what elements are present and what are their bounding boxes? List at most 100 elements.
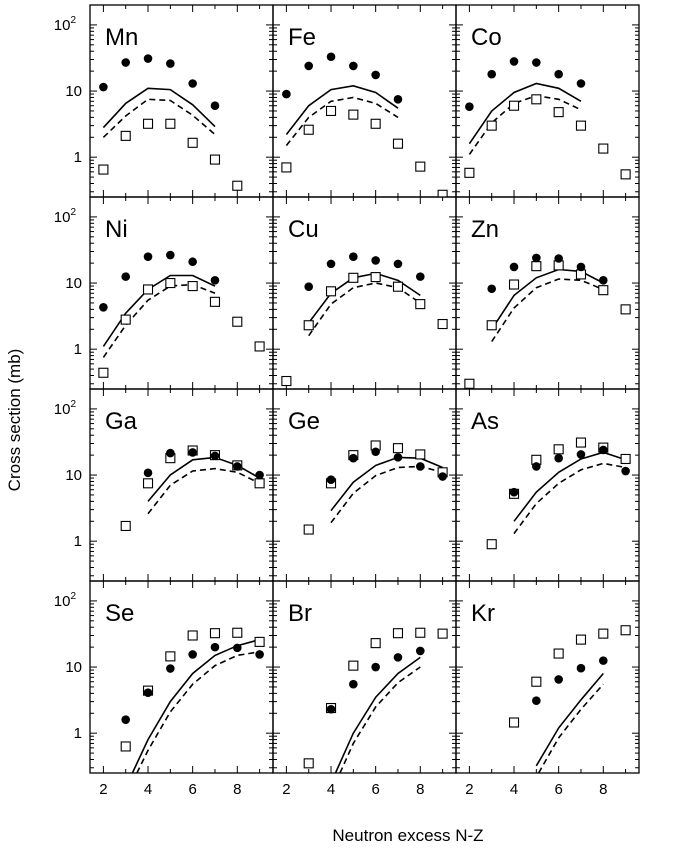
filled-circle-point (349, 252, 358, 262)
filled-circle-point (326, 475, 336, 485)
open-square-point (464, 167, 475, 178)
filled-circle-point (532, 696, 541, 705)
panel-label: Se (105, 600, 134, 627)
x-tick-label: 6 (371, 781, 379, 798)
open-square-point (437, 189, 448, 197)
open-square-point (575, 269, 587, 280)
panel-label: Kr (471, 600, 495, 627)
filled-circle-point (99, 302, 108, 312)
filled-circle-point (415, 646, 425, 656)
filled-circle-point (576, 663, 586, 673)
filled-circle-point (576, 450, 586, 459)
y-tick-label: 102 (54, 591, 77, 610)
filled-circle-point (349, 679, 358, 689)
panel-plot-area (281, 52, 448, 197)
x-tick-label: 8 (416, 781, 424, 798)
panel-plot-area (98, 54, 243, 191)
open-square-point (437, 318, 448, 330)
open-square-point (437, 628, 448, 639)
panel-label: Br (288, 600, 312, 627)
open-square-point (531, 261, 542, 272)
open-square-point (142, 284, 154, 295)
filled-circle-point (393, 653, 403, 662)
series-solid-line (491, 268, 604, 330)
series-solid-line (308, 272, 421, 324)
panel-co: Co (455, 4, 640, 198)
open-square-point (620, 625, 631, 636)
open-square-point (486, 320, 497, 331)
panel-kr: Kr (455, 580, 640, 774)
filled-circle-point (326, 52, 336, 62)
series-solid-line (330, 456, 443, 512)
filled-circle-point (509, 262, 519, 272)
series-solid-line (535, 672, 604, 767)
open-square-point (281, 375, 292, 387)
filled-circle-point (210, 451, 220, 461)
panel-grid: Mn Fe Co Ni Cu Zn Ga Ge As Se Br Kr (89, 4, 640, 774)
series-solid-line (285, 84, 399, 135)
filled-circle-point (621, 466, 630, 476)
filled-circle-point (232, 643, 242, 653)
x-tick-labels: 2 4 6 8 2 4 6 8 2 4 6 8 (99, 781, 607, 798)
filled-circle-point (143, 688, 153, 697)
y-tick-label: 1 (74, 725, 82, 742)
panel-label: Cu (288, 216, 319, 243)
filled-circle-point (121, 715, 131, 724)
open-square-point (187, 137, 198, 148)
filled-circle-point (532, 58, 541, 67)
filled-circle-point (188, 650, 197, 659)
x-tick-label: 8 (233, 781, 241, 798)
series-solid-line (334, 656, 421, 773)
panel-zn: Zn (455, 196, 640, 390)
filled-circle-point (509, 487, 519, 497)
open-square-point (209, 628, 221, 639)
filled-circle-point (576, 79, 586, 88)
open-square-point (120, 130, 131, 141)
filled-circle-point (255, 650, 264, 659)
x-tick-label: 2 (99, 781, 107, 798)
open-square-point (209, 296, 221, 307)
series-dashed-line (513, 462, 626, 535)
open-square-point (120, 520, 131, 531)
open-square-point (142, 118, 154, 129)
filled-circle-point (465, 102, 474, 111)
filled-circle-point (371, 447, 380, 457)
filled-circle-point (509, 57, 519, 66)
panel-plot-area (281, 252, 448, 387)
series-dashed-line (339, 666, 421, 773)
panel-ga: Ga (89, 388, 274, 582)
x-tick-label: 8 (599, 781, 607, 798)
panel-ni: Ni (89, 196, 274, 390)
filled-circle-point (210, 642, 220, 652)
panel-plot-area (486, 437, 631, 550)
y-tick-label: 102 (54, 207, 77, 226)
series-dashed-line (136, 651, 260, 773)
open-square-point (486, 120, 497, 131)
open-square-point (553, 648, 564, 659)
filled-circle-point (393, 259, 403, 269)
x-tick-label: 2 (282, 781, 290, 798)
open-square-point (303, 758, 314, 769)
filled-circle-point (487, 69, 497, 79)
filled-circle-point (99, 82, 108, 92)
open-square-point (620, 304, 631, 315)
series-dashed-line (537, 683, 604, 773)
open-square-point (254, 636, 265, 647)
x-axis-label: Neutron excess N-Z (332, 826, 483, 845)
filled-circle-point (371, 256, 380, 265)
filled-circle-point (282, 89, 291, 99)
open-square-point (325, 286, 337, 297)
open-square-point (187, 281, 198, 292)
open-square-point (142, 478, 154, 489)
open-square-point (370, 638, 381, 649)
filled-circle-point (598, 276, 608, 285)
y-tick-label: 10 (65, 659, 82, 676)
series-solid-line (513, 451, 626, 522)
filled-circle-point (554, 254, 563, 263)
filled-circle-point (143, 468, 153, 478)
open-square-point (598, 628, 609, 639)
filled-circle-point (166, 448, 175, 458)
open-square-point (415, 161, 426, 172)
filled-circle-point (371, 662, 380, 672)
open-square-point (531, 94, 542, 105)
